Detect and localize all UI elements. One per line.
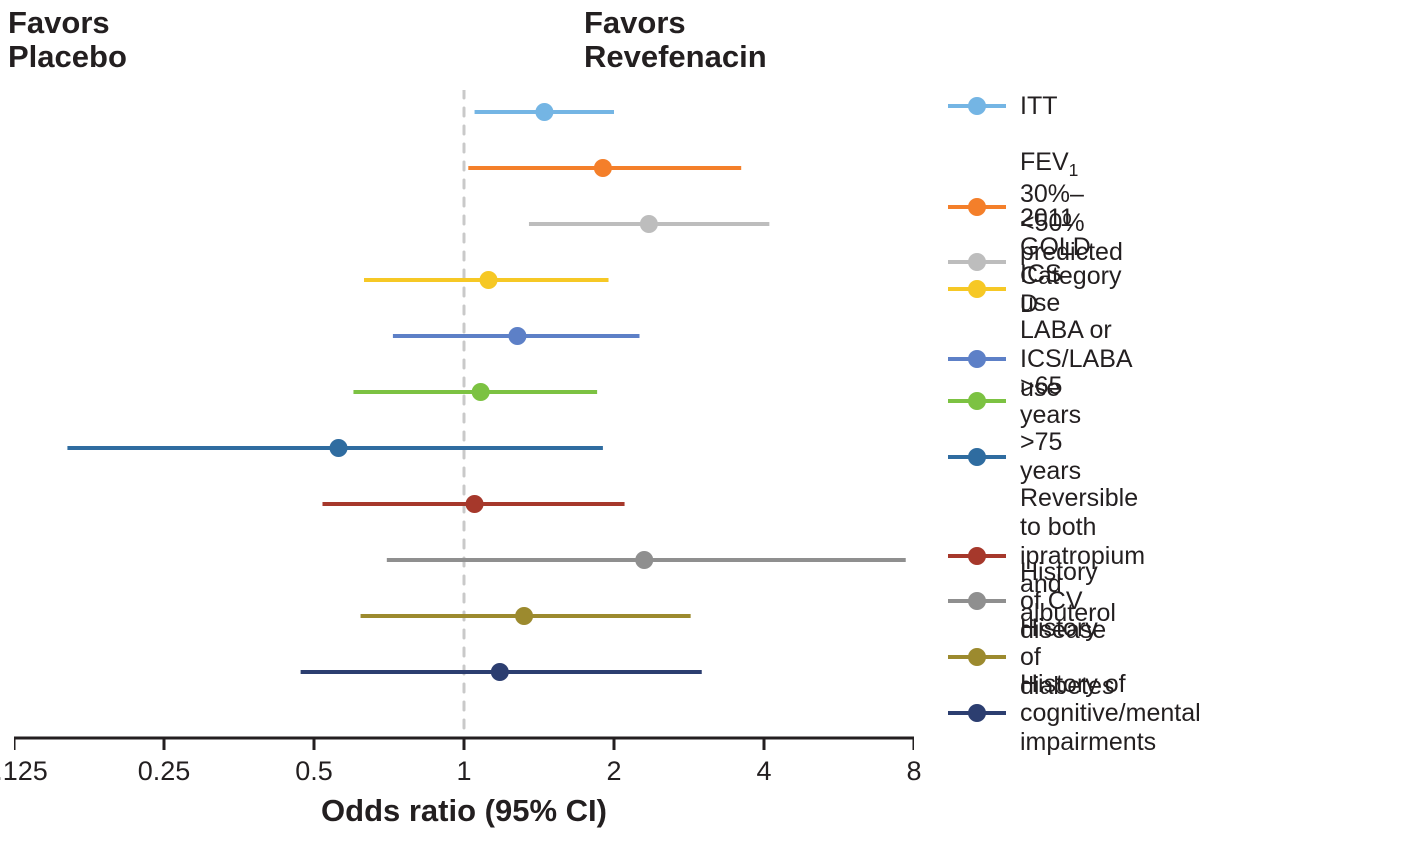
- x-tick-label: 2: [606, 756, 621, 787]
- x-tick-label: 8: [906, 756, 921, 787]
- legend-label: >65 years: [1020, 372, 1081, 430]
- legend-swatch-line: [948, 711, 1006, 715]
- point-marker: [635, 551, 653, 569]
- x-axis-title: Odds ratio (95% CI): [14, 793, 914, 829]
- x-tick-label: 1: [456, 756, 471, 787]
- point-marker: [472, 383, 490, 401]
- favors-placebo-label: FavorsPlacebo: [8, 6, 127, 74]
- point-marker: [330, 439, 348, 457]
- x-tick-label: 0.25: [138, 756, 191, 787]
- point-marker: [466, 495, 484, 513]
- legend-item: >65 years: [948, 372, 1081, 430]
- legend-swatch-dot: [968, 392, 986, 410]
- x-tick-label: 0.5: [295, 756, 333, 787]
- legend-swatch-line: [948, 599, 1006, 603]
- legend-swatch-line: [948, 357, 1006, 361]
- legend-swatch-line: [948, 655, 1006, 659]
- legend-item: History of cognitive/mentalimpairments: [948, 670, 1201, 756]
- point-marker: [515, 607, 533, 625]
- x-tick-label: 0.125: [0, 756, 48, 787]
- point-marker: [480, 271, 498, 289]
- legend-swatch-dot: [968, 592, 986, 610]
- legend-swatch-dot: [968, 448, 986, 466]
- legend-swatch-dot: [968, 97, 986, 115]
- legend-swatch-line: [948, 287, 1006, 291]
- legend-item: ICS use: [948, 260, 1062, 318]
- legend-swatch-dot: [968, 704, 986, 722]
- legend-label: ITT: [1020, 92, 1058, 121]
- legend-swatch-line: [948, 104, 1006, 108]
- favors-revefenacin-label: FavorsRevefenacin: [584, 6, 767, 74]
- legend-label: ICS use: [1020, 260, 1062, 318]
- legend-swatch-dot: [968, 280, 986, 298]
- point-marker: [491, 663, 509, 681]
- legend-label: History of cognitive/mentalimpairments: [1020, 670, 1201, 756]
- forest-plot: FavorsPlacebo FavorsRevefenacin 0.125 0.2…: [0, 0, 1418, 851]
- point-marker: [640, 215, 658, 233]
- legend-item: ITT: [948, 92, 1058, 121]
- legend-item: >75 years: [948, 428, 1081, 486]
- point-marker: [508, 327, 526, 345]
- legend-swatch-line: [948, 399, 1006, 403]
- legend-swatch-line: [948, 455, 1006, 459]
- point-marker: [535, 103, 553, 121]
- point-marker: [594, 159, 612, 177]
- legend-label: >75 years: [1020, 428, 1081, 486]
- legend-swatch-dot: [968, 648, 986, 666]
- x-tick-label: 4: [756, 756, 771, 787]
- legend-swatch-dot: [968, 350, 986, 368]
- plot-area: [14, 90, 914, 754]
